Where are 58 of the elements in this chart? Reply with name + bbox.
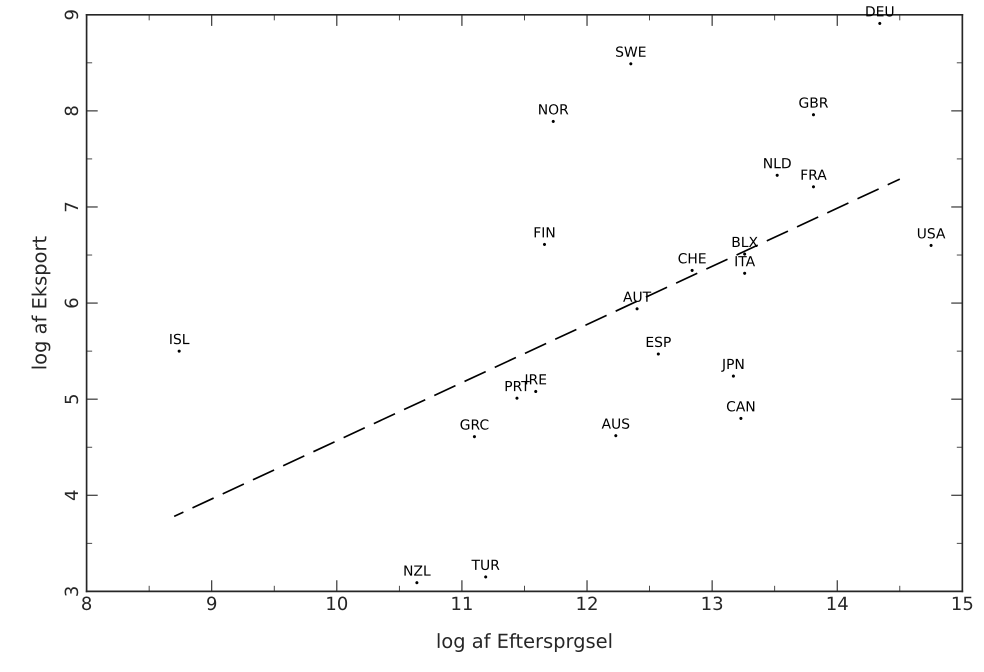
data-label: CHE <box>678 253 706 264</box>
data-label: AUT <box>623 292 652 302</box>
point <box>743 252 746 256</box>
y-tick-label: 5 <box>64 395 78 404</box>
point <box>534 390 538 394</box>
x-axis-title: log af Eftersprgsel <box>438 633 612 652</box>
point <box>542 242 546 246</box>
data-label: FIN <box>534 227 554 238</box>
data-label: GRC <box>460 419 488 430</box>
data-label: GBR <box>799 97 828 108</box>
point <box>178 350 181 353</box>
data-label: NLD <box>764 158 791 168</box>
data-label: ESP <box>646 336 671 348</box>
x-tick-label: 9 <box>207 596 216 610</box>
point <box>930 244 933 247</box>
data-label: FRA <box>802 170 827 180</box>
x-tick-label: 10 <box>327 596 348 610</box>
data-label: SWE <box>616 46 646 57</box>
y-tick-label: 4 <box>64 490 78 500</box>
point <box>878 22 882 25</box>
data-label: TUR <box>472 560 500 570</box>
data-label: ISL <box>170 334 190 344</box>
data-label: JPN <box>721 358 744 372</box>
x-tick-label: 14 <box>828 596 848 610</box>
data-label: ITA <box>736 256 756 266</box>
point <box>743 272 746 275</box>
y-tick-label: 8 <box>64 106 78 116</box>
y-axis-title: log af Eksport <box>32 236 50 368</box>
point <box>636 307 639 310</box>
point <box>812 185 816 188</box>
point <box>812 113 816 116</box>
point <box>690 268 694 272</box>
x-tick-label: 15 <box>952 596 972 610</box>
y-tick-label: 3 <box>64 587 78 596</box>
y-tick-label: 6 <box>64 298 78 308</box>
point <box>515 396 519 400</box>
data-label: BLX <box>732 236 758 248</box>
point <box>776 174 779 177</box>
point <box>472 435 476 438</box>
point <box>614 434 618 438</box>
x-tick-label: 12 <box>578 596 597 610</box>
data-label: NOR <box>539 104 568 115</box>
x-tick-label: 13 <box>702 596 722 610</box>
data-label: AUS <box>602 418 630 429</box>
x-tick-label: 11 <box>452 596 472 610</box>
point <box>552 120 555 124</box>
point <box>739 416 742 420</box>
point <box>484 575 488 578</box>
point <box>732 374 735 378</box>
data-label: CAN <box>726 401 754 412</box>
y-tick-label: 7 <box>64 202 78 212</box>
point <box>629 62 632 66</box>
point <box>415 581 418 584</box>
point <box>656 352 660 356</box>
y-tick-label: 9 <box>64 10 78 20</box>
data-label: NZL <box>404 566 431 576</box>
x-tick-label: 8 <box>82 596 92 610</box>
data-label: USA <box>918 228 946 239</box>
